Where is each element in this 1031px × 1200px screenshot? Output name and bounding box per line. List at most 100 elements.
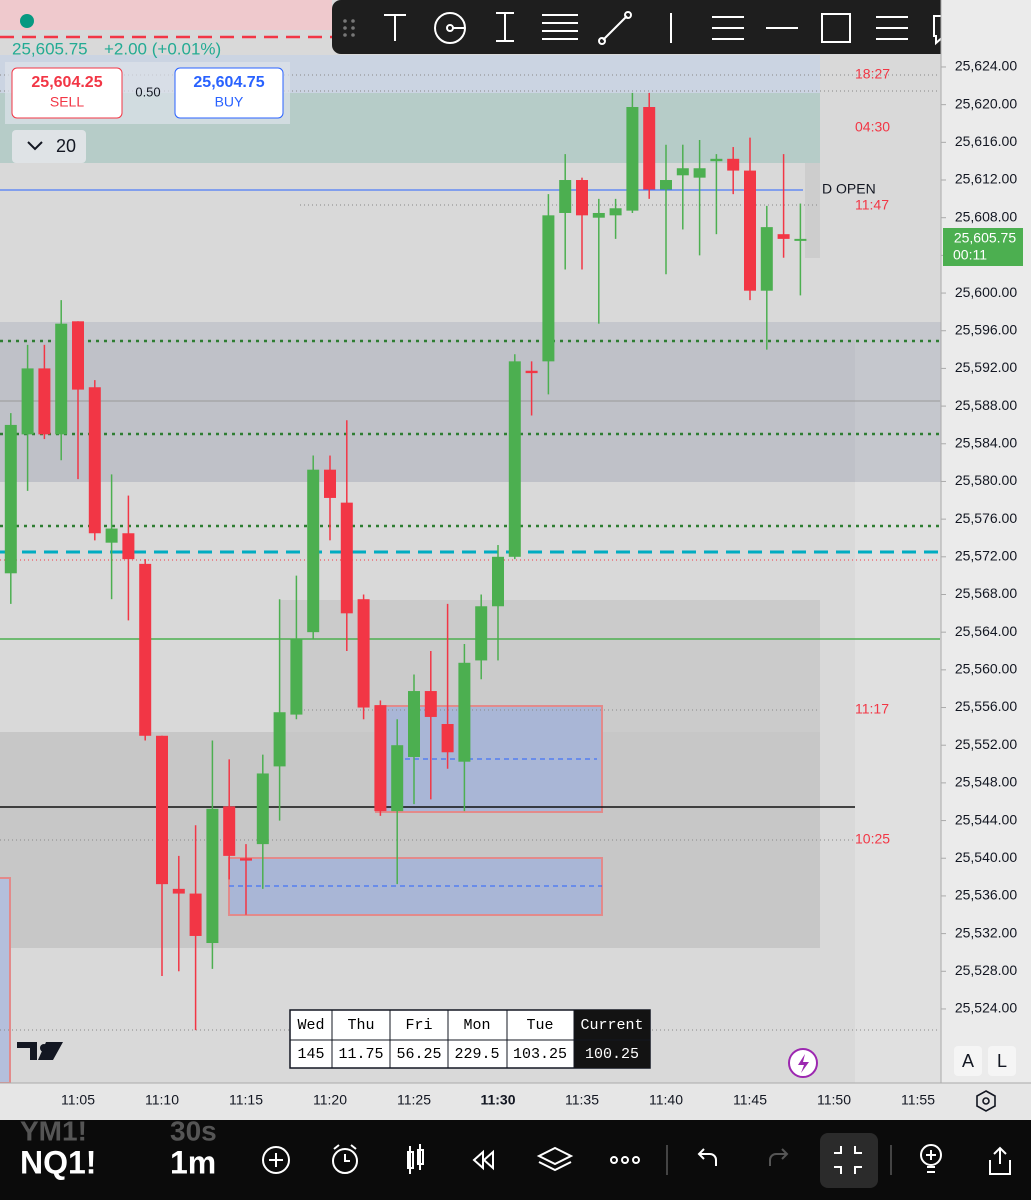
- candle-body: [492, 556, 504, 607]
- y-tick-label: 25,584.00: [955, 434, 1017, 450]
- layers-button[interactable]: [536, 1146, 574, 1172]
- stats-table: Wed Thu Fri Mon Tue Current 145 11.75 56…: [289, 1009, 651, 1069]
- interval[interactable]: 30s: [170, 1115, 217, 1146]
- anchor-tool[interactable]: [434, 12, 466, 44]
- more-button[interactable]: [610, 1156, 640, 1164]
- candle-body: [72, 321, 84, 390]
- y-tick-label: 25,572.00: [955, 548, 1017, 564]
- annotation: 04:30: [855, 119, 890, 135]
- rectangle-tool[interactable]: [821, 13, 851, 43]
- candle-body: [408, 691, 420, 757]
- candle-body: [172, 888, 185, 894]
- symbol[interactable]: YM1!: [20, 1115, 87, 1146]
- last-price: 25,605.75: [12, 39, 88, 58]
- x-tick-label: 11:25: [397, 1092, 431, 1108]
- candle-body: [391, 745, 404, 812]
- annotation: 18:27: [855, 66, 890, 82]
- interval[interactable]: 1m: [170, 1144, 216, 1180]
- y-tick-label: 25,524.00: [955, 1000, 1017, 1016]
- buy-button[interactable]: [174, 67, 284, 119]
- y-tick-label: 25,624.00: [955, 58, 1017, 74]
- y-tick-label: 25,576.00: [955, 510, 1017, 526]
- undo-button[interactable]: [697, 1148, 717, 1166]
- candle-body: [357, 599, 370, 708]
- replay-button[interactable]: [472, 1149, 494, 1171]
- add-button[interactable]: [262, 1146, 290, 1174]
- table-header: Fri: [405, 1017, 432, 1034]
- zone: [805, 163, 820, 258]
- alarm-button[interactable]: [332, 1144, 358, 1174]
- share-button[interactable]: [989, 1146, 1011, 1175]
- candle-body: [374, 705, 387, 812]
- table-header: Mon: [463, 1017, 490, 1034]
- y-tick-label: 25,600.00: [955, 284, 1017, 300]
- fib-tool[interactable]: [542, 14, 578, 40]
- x-tick-label: 11:30: [480, 1092, 515, 1108]
- sell-button[interactable]: [11, 67, 123, 119]
- y-tick-label: 25,528.00: [955, 962, 1017, 978]
- candle-body: [38, 368, 51, 435]
- buy-price: 25,604.75: [193, 74, 264, 91]
- idea-button[interactable]: [920, 1144, 942, 1173]
- x-tick-label: 11:15: [229, 1092, 263, 1108]
- fullscreen-icon: [834, 1146, 862, 1174]
- candle-body: [660, 180, 672, 190]
- y-tick-label: 25,532.00: [955, 924, 1017, 940]
- status-dot: [20, 14, 34, 28]
- candle-body: [206, 808, 219, 944]
- table-cell: 100.25: [585, 1046, 639, 1063]
- settings-icon: [982, 1097, 990, 1105]
- fib-extension-tool[interactable]: [712, 16, 744, 40]
- candle-body: [105, 528, 118, 543]
- quantity-control[interactable]: [12, 130, 86, 163]
- candle-body: [88, 387, 101, 534]
- table-cell: 103.25: [513, 1046, 567, 1063]
- candle-body: [307, 469, 320, 633]
- annotation: 11:47: [855, 197, 889, 213]
- auto-scale-button[interactable]: [954, 1046, 982, 1076]
- y-tick-label: 25,588.00: [955, 397, 1017, 413]
- candle-body: [559, 180, 572, 213]
- table-header: Thu: [347, 1017, 374, 1034]
- y-tick-label: 25,552.00: [955, 736, 1017, 752]
- redo-button[interactable]: [769, 1148, 789, 1166]
- y-tick-label: 25,560.00: [955, 661, 1017, 677]
- time-axis-labels: 11:05 11:10 11:15 11:20 11:25 11:30 11:35 11:40…: [61, 1092, 935, 1108]
- settings-button[interactable]: [976, 1090, 996, 1112]
- candle-body: [693, 168, 706, 178]
- y-tick-label: 25,620.00: [955, 95, 1017, 111]
- candle-body: [290, 639, 303, 715]
- logo: [17, 1042, 63, 1060]
- symbol[interactable]: NQ1!: [20, 1144, 96, 1180]
- y-tick-label: 25,564.00: [955, 623, 1017, 639]
- position-tool[interactable]: [876, 16, 908, 40]
- indicator-button[interactable]: [407, 1144, 424, 1174]
- candle-body: [794, 238, 807, 241]
- candle-body: [55, 323, 68, 435]
- x-tick-label: 11:45: [733, 1092, 767, 1108]
- y-tick-label: 25,580.00: [955, 472, 1017, 488]
- table-cell: 145: [297, 1046, 324, 1063]
- candle-body: [223, 806, 236, 856]
- candle-body: [475, 606, 488, 661]
- x-tick-label: 11:55: [901, 1092, 935, 1108]
- candle-body: [21, 368, 34, 435]
- y-tick-label: 25,596.00: [955, 321, 1017, 337]
- fullscreen-button[interactable]: [820, 1133, 878, 1188]
- log-scale-button[interactable]: [988, 1046, 1016, 1076]
- candle-body: [609, 208, 622, 216]
- time-axis: [0, 1083, 1031, 1120]
- candle-body: [542, 215, 555, 362]
- y-tick-label: 25,616.00: [955, 133, 1017, 149]
- text-tool[interactable]: [384, 14, 406, 41]
- lightning-icon: [798, 1054, 809, 1073]
- range-tool[interactable]: [496, 12, 514, 42]
- candle-body: [340, 502, 353, 614]
- y-tick-label: 25,544.00: [955, 811, 1017, 827]
- fvg-box: [0, 877, 11, 1084]
- trendline-tool[interactable]: [598, 11, 632, 45]
- x-tick-label: 11:05: [61, 1092, 95, 1108]
- table-cell: 11.75: [338, 1046, 383, 1063]
- candle-body: [189, 893, 202, 936]
- spread: 0.50: [135, 84, 160, 99]
